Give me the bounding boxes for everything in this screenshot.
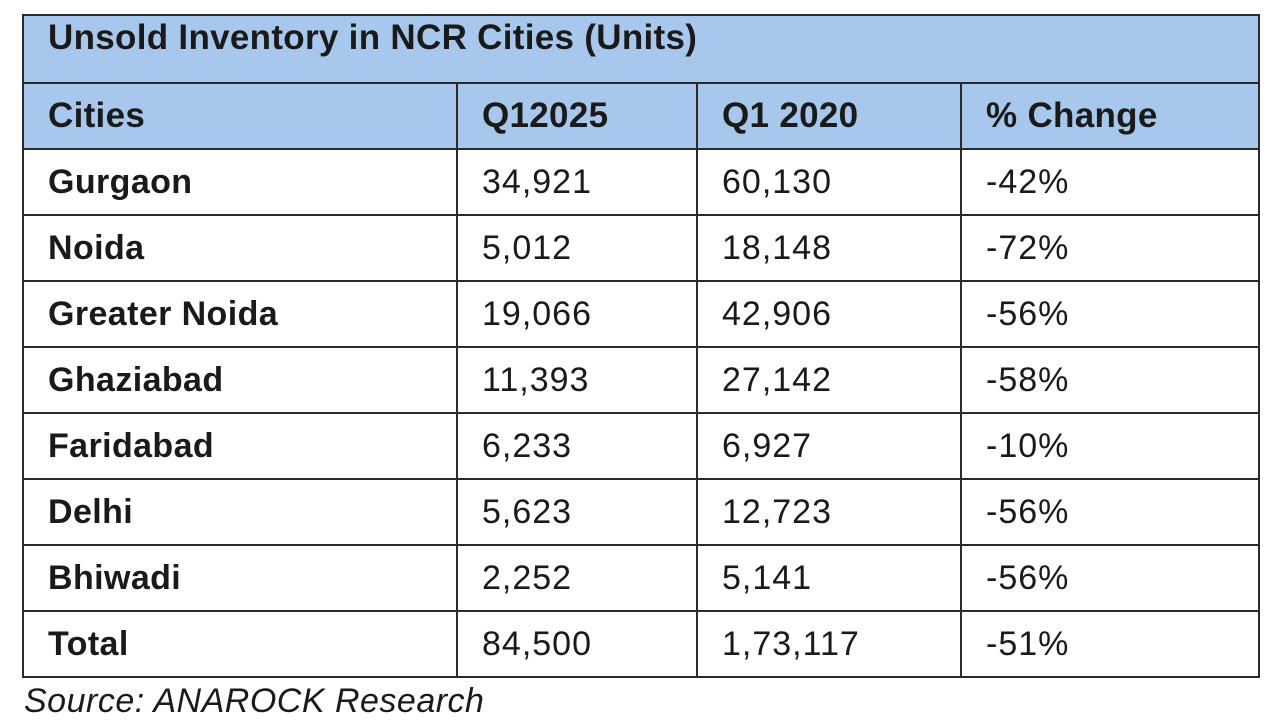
city-cell: Delhi [22, 478, 458, 546]
column-header-cities: Cities [22, 82, 458, 150]
q1-2025-cell: 34,921 [456, 148, 698, 216]
q1-2020-cell: 1,73,117 [696, 610, 962, 678]
column-header-q1-2020: Q1 2020 [696, 82, 962, 150]
table-row: Delhi 5,623 12,723 -56% [22, 478, 1261, 546]
q1-2025-cell: 2,252 [456, 544, 698, 612]
q1-2025-cell: 19,066 [456, 280, 698, 348]
q1-2020-cell: 18,148 [696, 214, 962, 282]
q1-2025-cell: 5,012 [456, 214, 698, 282]
percent-change-cell: -58% [959, 346, 1261, 414]
table-row: Bhiwadi 2,252 5,141 -56% [22, 544, 1261, 612]
header-row: Cities Q12025 Q1 2020 % Change [22, 82, 1261, 150]
q1-2020-cell: 6,927 [696, 412, 962, 480]
table-row: Noida 5,012 18,148 -72% [22, 214, 1261, 282]
q1-2025-cell: 6,233 [456, 412, 698, 480]
percent-change-cell: -42% [959, 148, 1261, 216]
city-cell: Gurgaon [22, 148, 458, 216]
table-title: Unsold Inventory in NCR Cities (Units) [21, 14, 1261, 84]
inventory-table-container: Unsold Inventory in NCR Cities (Units) C… [21, 14, 1261, 684]
q1-2025-cell: 84,500 [456, 610, 698, 678]
city-cell: Noida [22, 214, 458, 282]
q1-2025-cell: 5,623 [456, 478, 698, 546]
table-row: Gurgaon 34,921 60,130 -42% [22, 148, 1261, 216]
source-note: Source: ANAROCK Research [24, 682, 485, 720]
table-row: Greater Noida 19,066 42,906 -56% [22, 280, 1261, 348]
percent-change-cell: -10% [959, 412, 1261, 480]
table-body: Gurgaon 34,921 60,130 -42% Noida 5,012 18,148-… [22, 148, 1261, 678]
table-row: Total 84,500 1,73,117 -51% [22, 610, 1261, 678]
percent-change-cell: -56% [959, 478, 1261, 546]
city-cell: Greater Noida [22, 280, 458, 348]
city-cell: Bhiwadi [22, 544, 458, 612]
percent-change-cell: -56% [959, 280, 1261, 348]
percent-change-cell: -56% [959, 544, 1261, 612]
table-row: Faridabad 6,233 6,927 -10% [22, 412, 1261, 480]
city-cell: Total [22, 610, 458, 678]
percent-change-cell: -72% [959, 214, 1261, 282]
city-cell: Ghaziabad [22, 346, 458, 414]
table-row: Ghaziabad 11,393 27,142 -58% [22, 346, 1261, 414]
q1-2020-cell: 27,142 [696, 346, 962, 414]
q1-2025-cell: 11,393 [456, 346, 698, 414]
q1-2020-cell: 5,141 [696, 544, 962, 612]
title-row: Unsold Inventory in NCR Cities (Units) [21, 14, 1261, 84]
q1-2020-cell: 12,723 [696, 478, 962, 546]
column-header-q1-2025: Q12025 [456, 82, 698, 150]
column-header-percent-change: % Change [959, 82, 1261, 150]
q1-2020-cell: 42,906 [696, 280, 962, 348]
inventory-table: Unsold Inventory in NCR Cities (Units) C… [21, 14, 1261, 678]
city-cell: Faridabad [22, 412, 458, 480]
q1-2020-cell: 60,130 [696, 148, 962, 216]
percent-change-cell: -51% [959, 610, 1261, 678]
